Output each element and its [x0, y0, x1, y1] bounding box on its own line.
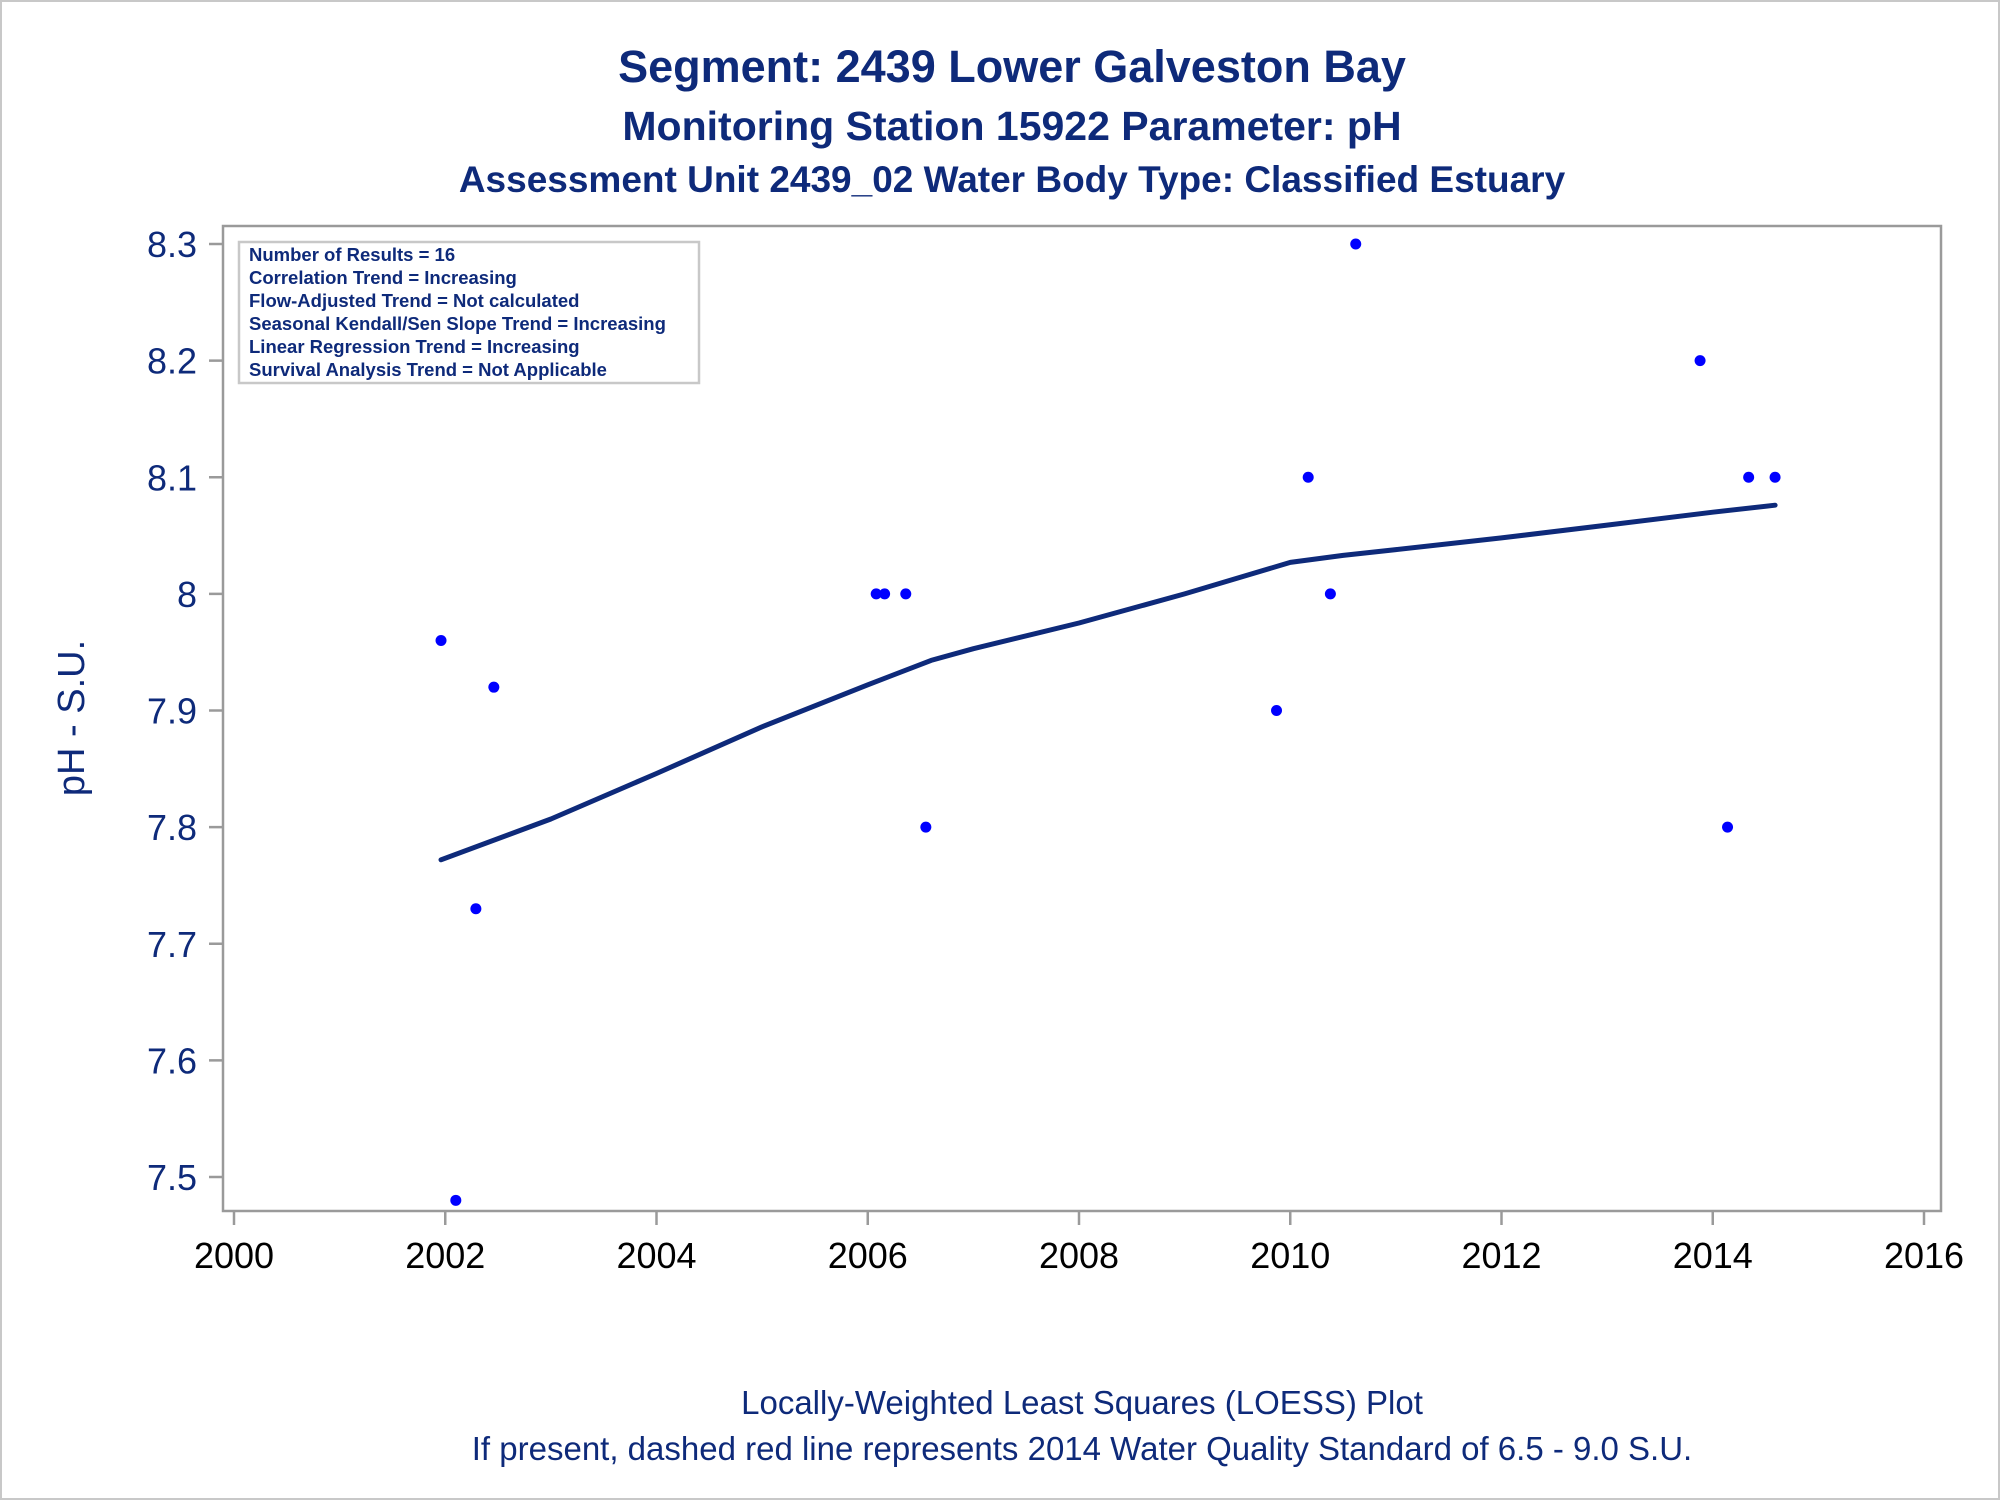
- data-point: [470, 903, 482, 915]
- data-point: [920, 821, 932, 833]
- footnote-2: If present, dashed red line represents 2…: [472, 1430, 1692, 1467]
- data-point: [1350, 238, 1362, 250]
- stats-line: Flow-Adjusted Trend = Not calculated: [249, 290, 579, 311]
- x-tick-label: 2000: [194, 1235, 274, 1276]
- x-tick-label: 2016: [1884, 1235, 1964, 1276]
- plot-series: [435, 238, 1781, 1206]
- data-point: [1302, 471, 1314, 483]
- x-tick-label: 2002: [405, 1235, 485, 1276]
- x-tick-label: 2008: [1039, 1235, 1119, 1276]
- loess-curve: [438, 502, 1778, 863]
- data-point: [900, 588, 912, 600]
- data-point: [879, 588, 891, 600]
- x-tick-label: 2004: [616, 1235, 696, 1276]
- x-tick-label: 2014: [1673, 1235, 1753, 1276]
- y-tick-label: 7.7: [147, 924, 197, 965]
- x-tick-label: 2006: [828, 1235, 908, 1276]
- y-tick-label: 7.6: [147, 1040, 197, 1081]
- stats-line: Linear Regression Trend = Increasing: [249, 336, 580, 357]
- y-tick-label: 7.5: [147, 1157, 197, 1198]
- data-point: [1722, 821, 1734, 833]
- data-point: [488, 681, 500, 693]
- chart-subtitle-2: Assessment Unit 2439_02 Water Body Type:…: [459, 159, 1566, 200]
- stats-line: Number of Results = 16: [249, 244, 455, 265]
- data-point: [1324, 588, 1336, 600]
- y-axis: 7.5 7.6 7.7 7.8 7.9 8 8.1 8.2 8.3: [147, 224, 223, 1198]
- y-axis-label: pH - S.U.: [51, 640, 93, 796]
- chart-subtitle: Monitoring Station 15922 Parameter: pH: [622, 103, 1401, 149]
- stats-line: Correlation Trend = Increasing: [249, 267, 517, 288]
- y-tick-label: 7.8: [147, 807, 197, 848]
- plot-area-frame: [221, 224, 1943, 1213]
- data-point: [1769, 471, 1781, 483]
- x-tick-label: 2010: [1250, 1235, 1330, 1276]
- y-tick-label: 7.9: [147, 691, 197, 732]
- y-tick-label: 8.2: [147, 341, 197, 382]
- data-point: [450, 1194, 462, 1206]
- data-point: [1694, 355, 1706, 367]
- stats-line: Seasonal Kendall/Sen Slope Trend = Incre…: [249, 313, 666, 334]
- data-point: [435, 635, 447, 647]
- y-tick-label: 8.1: [147, 457, 197, 498]
- stats-line: Survival Analysis Trend = Not Applicable: [249, 359, 607, 380]
- y-tick-label: 8: [177, 574, 197, 615]
- data-point: [1271, 705, 1283, 716]
- stats-inset-box: [237, 240, 701, 385]
- chart-title: Segment: 2439 Lower Galveston Bay: [618, 41, 1406, 92]
- footnote-1: Locally-Weighted Least Squares (LOESS) P…: [741, 1384, 1423, 1421]
- y-tick-label: 8.3: [147, 224, 197, 265]
- x-tick-label: 2012: [1461, 1235, 1541, 1276]
- x-axis: 2000 2002 2004 2006 2008 2010 2012 2014 2016: [194, 1211, 1964, 1276]
- data-point: [1743, 471, 1755, 483]
- data-point: [870, 588, 882, 600]
